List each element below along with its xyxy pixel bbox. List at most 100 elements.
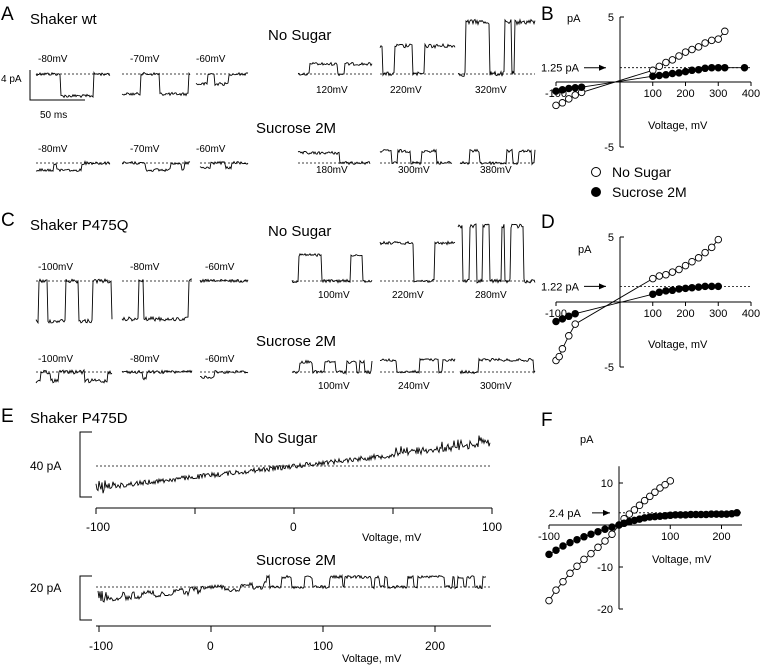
data-point-sucrose [694,283,703,291]
panel-letter-c: C [1,210,15,231]
panel-e-top-label: No Sugar [254,430,317,447]
annotation-label: 2.4 pA [549,508,581,520]
data-point-no-sugar [587,549,595,558]
data-point-sucrose [688,283,696,292]
data-point-sucrose [707,63,716,72]
channel-trace [457,18,536,77]
data-point-no-sugar [594,543,602,552]
y-tick-label: 10 [601,478,613,490]
data-point-no-sugar [608,530,616,538]
data-point-sucrose [558,315,567,323]
panel-a-sucrose-label: Sucrose 2M [256,120,336,137]
iv-plot-f: -100 100 200 10 -10 -20 pA Voltage, mV 2.4 pA [538,434,742,616]
data-point-sucrose [714,282,723,291]
data-point-sucrose [675,69,683,77]
panel-a-no-sugar-label: No Sugar [268,27,331,44]
data-point-no-sugar [656,484,664,492]
data-point-sucrose [688,66,696,75]
panel-e-top-xlabel: Voltage, mV [362,532,422,544]
panel-e-bottom-xlabel: Voltage, mV [342,653,402,665]
channel-trace [35,71,111,99]
x-tick-label: 200 [712,531,730,543]
panel-letter-e: E [1,406,14,427]
y-tick-label: 5 [608,232,614,244]
x-tick-label: 100 [644,88,662,100]
voltage-label: -70mV [130,144,160,155]
data-point-no-sugar [552,586,560,594]
data-point-no-sugar [558,345,567,353]
channel-trace [291,359,373,376]
panel-e-bottom-ticks [98,626,436,632]
panel-e-bottom-scale: 20 pA [30,581,61,595]
data-point-sucrose [655,71,664,80]
data-point-sucrose [721,63,729,72]
voltage-label: -100mV [38,262,73,273]
y-tick-label: -5 [604,362,614,374]
panel-e-top-ticks [95,508,493,514]
data-point-sucrose [662,287,670,295]
voltage-label: 300mV [398,165,430,176]
data-point-sucrose [552,546,560,554]
channel-trace [35,278,113,325]
data-point-no-sugar [646,492,654,501]
annotation-label: 1.22 pA [541,281,580,293]
x-tick-label: 100 [644,308,662,320]
arrow-head [599,64,606,71]
channel-trace [291,253,373,284]
data-point-sucrose [662,71,670,79]
voltage-label: 320mV [475,85,507,96]
voltage-label: -80mV [38,54,68,65]
data-point-no-sugar [625,510,634,518]
data-point-no-sugar [571,320,579,328]
data-point-no-sugar [573,562,581,570]
annotation-label: 1.25 pA [541,63,580,75]
x-tick-label: 300 [709,88,727,100]
data-point-sucrose [714,63,723,72]
x-tick-label: 200 [676,88,694,100]
voltage-label: -60mV [196,144,226,155]
data-point-sucrose [580,533,588,541]
data-point-no-sugar [701,248,709,257]
channel-trace [121,71,191,97]
data-point-no-sugar [721,27,729,36]
data-point-no-sugar [707,243,716,252]
data-point-sucrose [565,312,573,321]
legend-marker-filled [591,187,601,197]
panel-a-scale-time: 50 ms [40,110,67,121]
data-point-sucrose [655,288,664,297]
data-point-no-sugar [649,274,657,283]
voltage-label: -60mV [205,354,235,365]
tick-label: -100 [86,520,110,534]
x-tick-label: -100 [538,531,560,543]
legend-entry: Sucrose 2M [612,184,687,200]
data-point-no-sugar [681,261,690,270]
voltage-label: -80mV [38,144,68,155]
ramp-trace-sucrose [97,574,487,603]
voltage-label: 380mV [480,165,512,176]
x-tick-label: 400 [742,88,760,100]
y-tick-label: 5 [608,12,614,24]
y-tick-label: -5 [604,142,614,154]
voltage-label: -60mV [196,54,226,65]
data-point-sucrose [577,83,586,91]
data-point-no-sugar [707,36,716,45]
panel-e-bottom-scale-bar [79,575,92,621]
data-point-no-sugar [655,62,664,71]
voltage-label: 100mV [318,290,350,301]
tick-label: 0 [207,639,214,653]
data-point-no-sugar [661,480,669,489]
channel-trace [121,160,191,173]
data-point-no-sugar [566,569,574,578]
tick-label: 100 [313,639,333,653]
channel-trace [379,148,453,166]
data-point-sucrose [545,550,553,559]
data-point-sucrose [558,86,567,94]
voltage-label: 180mV [316,165,348,176]
channel-trace [195,71,249,87]
data-point-no-sugar [668,268,677,276]
x-tick-label: 200 [676,308,694,320]
tick-label: -100 [89,639,113,653]
channel-trace [459,357,536,375]
panel-c: C Shaker P475Q No Sugar Sucrose 2M -100m… [1,210,512,392]
